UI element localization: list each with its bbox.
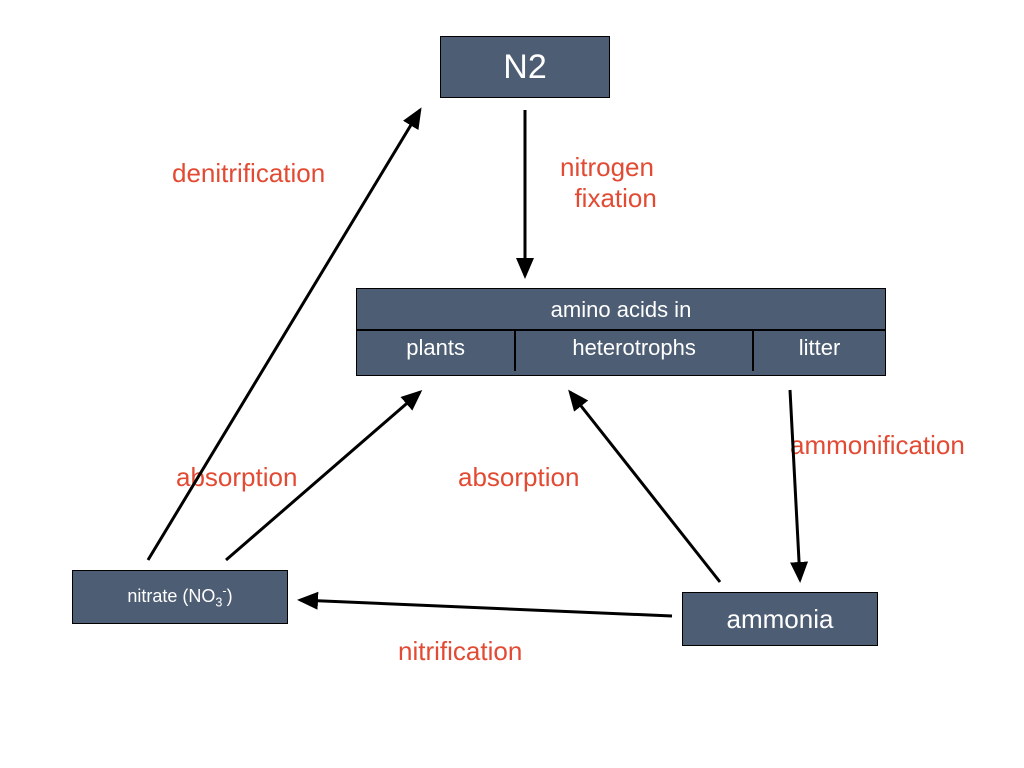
node-n2: N2 — [440, 36, 610, 98]
node-nitrate-label: nitrate (NO3-) — [127, 584, 232, 610]
label-absorption-left: absorption — [176, 462, 297, 493]
label-denitrification: denitrification — [172, 158, 325, 189]
amino-cell-litter: litter — [754, 331, 885, 371]
label-nitrogen-fixation: nitrogen fixation — [560, 152, 657, 214]
amino-cell-plants: plants — [357, 331, 516, 371]
label-absorption-right: absorption — [458, 462, 579, 493]
edge-ammonia-to-amino — [570, 392, 720, 582]
amino-title: amino acids in — [357, 289, 885, 323]
label-ammonification: ammonification — [790, 430, 965, 461]
node-n2-label: N2 — [503, 48, 546, 87]
node-ammonia: ammonia — [682, 592, 878, 646]
label-nitrification: nitrification — [398, 636, 522, 667]
node-nitrate: nitrate (NO3-) — [72, 570, 288, 624]
edge-ammonia-to-nitrate — [300, 600, 672, 616]
edge-amino-to-ammonia — [790, 390, 800, 580]
amino-row: plants heterotrophs litter — [357, 329, 885, 371]
node-ammonia-label: ammonia — [727, 604, 834, 635]
amino-cell-heterotrophs: heterotrophs — [516, 331, 754, 371]
node-amino: amino acids in plants heterotrophs litte… — [356, 288, 886, 376]
